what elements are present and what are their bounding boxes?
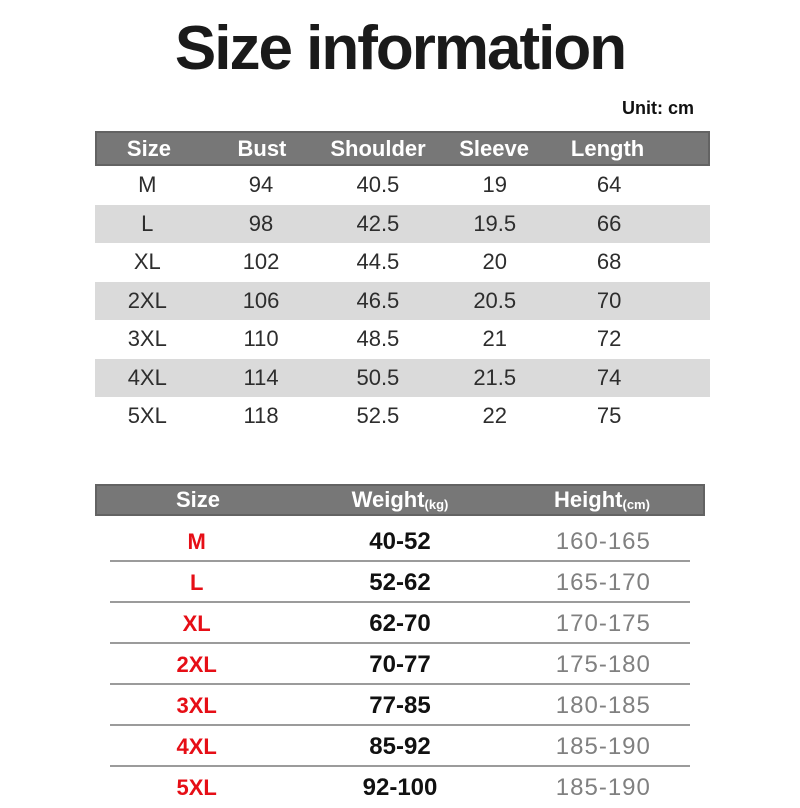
shoulder-value: 40.5	[356, 172, 400, 198]
bust-value: 114	[243, 364, 279, 390]
height-range: 185-190	[555, 773, 651, 801]
length-value: 66	[596, 210, 622, 236]
length-value: 75	[596, 403, 622, 429]
size-value: 5XL	[127, 403, 167, 429]
table-row-l: L 98 42.5 19.5 66	[95, 204, 710, 243]
column-header-shoulder: Shoulder	[330, 135, 426, 161]
fit-row-l: L 52-62 165-170	[95, 562, 705, 603]
size-value: M	[138, 172, 157, 198]
height-range: 160-165	[555, 527, 651, 555]
length-value: 64	[596, 172, 622, 198]
height-range: 175-180	[555, 650, 651, 678]
weight-range: 62-70	[369, 609, 431, 637]
size-fit-table: Size Weight (kg) Height (cm) M 40-52 160-1…	[95, 484, 705, 808]
fit-header-row: Size Weight (kg) Height (cm)	[95, 484, 705, 516]
size-value: 4XL	[127, 364, 167, 390]
sleeve-value: 22	[482, 403, 507, 429]
fit-row-3xl: 3XL 77-85 180-185	[95, 685, 705, 726]
shoulder-value: 46.5	[356, 287, 400, 313]
unit-label: Unit: cm	[622, 98, 694, 118]
table-row-4xl: 4XL 114 50.5 21.5 74	[95, 358, 710, 397]
bust-value: 118	[243, 403, 279, 429]
column-header-size: Size	[126, 135, 171, 161]
size-value: 2XL	[127, 287, 167, 313]
weight-range: 92-100	[362, 773, 438, 801]
fit-row-m: M 40-52 160-165	[95, 521, 705, 562]
measurements-header-row: Size Bust Shoulder Sleeve Length	[95, 131, 710, 166]
sleeve-value: 19.5	[473, 210, 517, 236]
table-row-5xl: 5XL 118 52.5 22 75	[95, 397, 710, 436]
shoulder-value: 48.5	[356, 326, 400, 352]
size-value: 3XL	[127, 326, 167, 352]
column-header-bust: Bust	[237, 135, 287, 161]
header-unit-sub: (cm)	[622, 496, 650, 512]
size-value: 5XL	[176, 774, 217, 800]
size-value: L	[141, 210, 154, 236]
height-range: 170-175	[555, 609, 651, 637]
column-header-sleeve: Sleeve	[459, 135, 529, 161]
length-value: 70	[596, 287, 622, 313]
table-row-2xl: 2XL 106 46.5 20.5 70	[95, 281, 710, 320]
table-row-m: M 94 40.5 19 64	[95, 166, 710, 205]
bust-value: 102	[242, 249, 280, 275]
fit-row-4xl: 4XL 85-92 185-190	[95, 726, 705, 767]
height-range: 165-170	[555, 568, 651, 596]
bust-value: 106	[242, 287, 280, 313]
sleeve-value: 20.5	[473, 287, 517, 313]
size-value: 3XL	[176, 692, 217, 718]
garment-measurements-table: Size Bust Shoulder Sleeve Length M 94 40…	[95, 131, 710, 436]
header-label: Weight	[351, 487, 425, 512]
size-value: XL	[133, 249, 161, 275]
size-value: L	[189, 569, 204, 595]
fit-row-2xl: 2XL 70-77 175-180	[95, 644, 705, 685]
size-value: 4XL	[176, 733, 217, 759]
column-header-size: Size	[97, 486, 299, 514]
sleeve-value: 21	[482, 326, 507, 352]
header-label: Height	[554, 487, 623, 512]
weight-range: 52-62	[369, 568, 431, 596]
weight-range: 85-92	[369, 732, 431, 760]
sleeve-value: 20	[482, 249, 507, 275]
sleeve-value: 21.5	[473, 364, 517, 390]
column-header-weight: Weight (kg)	[299, 486, 501, 514]
bust-value: 110	[243, 326, 279, 352]
bust-value: 98	[248, 210, 274, 236]
table-row-3xl: 3XL 110 48.5 21 72	[95, 320, 710, 359]
shoulder-value: 50.5	[356, 364, 400, 390]
length-value: 72	[596, 326, 622, 352]
bust-value: 94	[248, 172, 274, 198]
fit-table-body: M 40-52 160-165 L 52-62 165-170 XL 62-70…	[95, 521, 705, 808]
table-row-xl: XL 102 44.5 20 68	[95, 243, 710, 282]
shoulder-value: 52.5	[356, 403, 400, 429]
page-title: Size information	[174, 14, 627, 83]
size-value: XL	[182, 610, 211, 636]
shoulder-value: 44.5	[356, 249, 400, 275]
length-value: 68	[596, 249, 622, 275]
header-unit-sub: (kg)	[424, 496, 449, 512]
length-value: 74	[596, 364, 622, 390]
header-label: Size	[175, 487, 221, 512]
fit-row-xl: XL 62-70 170-175	[95, 603, 705, 644]
weight-range: 40-52	[369, 527, 431, 555]
column-header-height: Height (cm)	[501, 486, 703, 514]
fit-row-5xl: 5XL 92-100 185-190	[95, 767, 705, 808]
column-header-length: Length	[570, 135, 645, 161]
size-value: M	[187, 528, 206, 554]
height-range: 180-185	[555, 691, 651, 719]
weight-range: 77-85	[369, 691, 431, 719]
sleeve-value: 19	[482, 172, 507, 198]
height-range: 185-190	[555, 732, 651, 760]
size-value: 2XL	[176, 651, 217, 677]
weight-range: 70-77	[369, 650, 431, 678]
shoulder-value: 42.5	[356, 210, 400, 236]
